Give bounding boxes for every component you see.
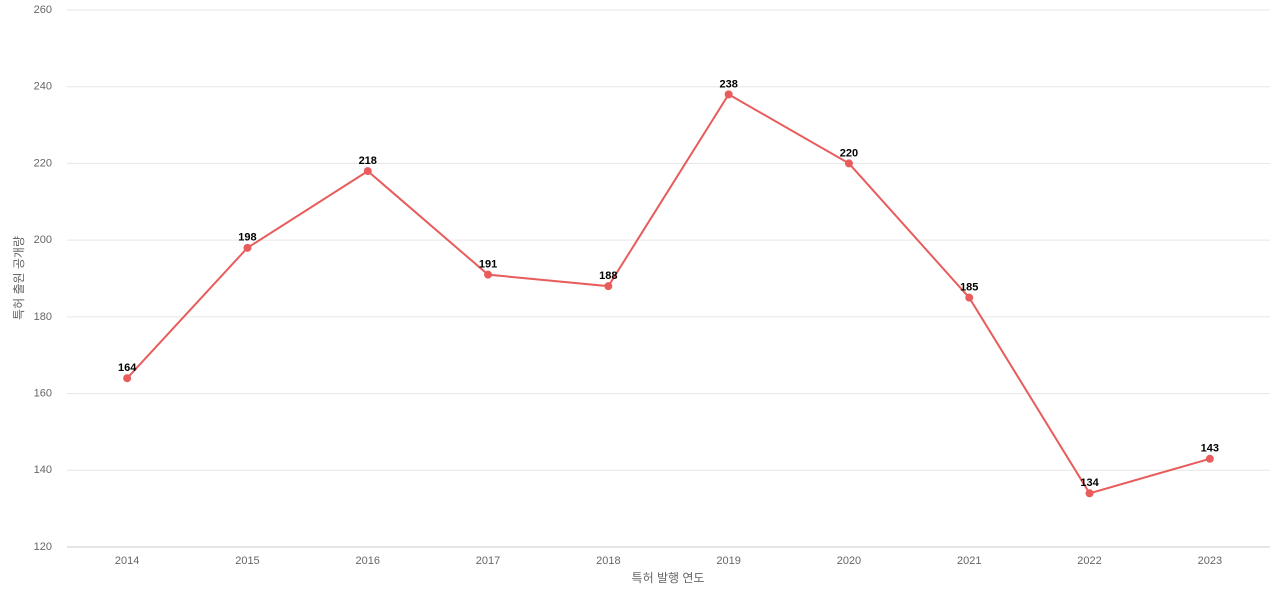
y-tick-label: 160 bbox=[34, 387, 52, 399]
y-tick-label: 260 bbox=[34, 4, 52, 16]
x-tick-label: 2019 bbox=[716, 555, 740, 567]
point bbox=[724, 90, 733, 99]
y-tick-label: 120 bbox=[34, 541, 52, 553]
data-label: 238 bbox=[719, 78, 737, 90]
x-axis-label: 특허 발행 연도 bbox=[632, 570, 705, 585]
y-tick-label: 240 bbox=[34, 81, 52, 93]
data-label: 185 bbox=[960, 282, 978, 294]
x-tick-label: 2018 bbox=[596, 555, 620, 567]
point bbox=[844, 159, 853, 168]
x-tick-label: 2015 bbox=[235, 555, 259, 567]
x-tick-label: 2016 bbox=[356, 555, 380, 567]
data-label: 191 bbox=[479, 259, 497, 271]
data-label: 143 bbox=[1201, 443, 1219, 455]
x-tick-label: 2021 bbox=[957, 555, 981, 567]
data-label: 218 bbox=[359, 155, 377, 167]
y-tick-label: 220 bbox=[34, 157, 52, 169]
point bbox=[243, 243, 252, 252]
x-tick-label: 2017 bbox=[476, 555, 500, 567]
data-label: 198 bbox=[238, 232, 256, 244]
x-tick-label: 2023 bbox=[1198, 555, 1222, 567]
data-label: 134 bbox=[1080, 477, 1099, 489]
line bbox=[126, 93, 1211, 495]
y-tick-label: 200 bbox=[34, 234, 52, 246]
y-tick-label: 180 bbox=[34, 311, 52, 323]
y-tick-label: 140 bbox=[34, 464, 52, 476]
point bbox=[123, 374, 132, 383]
point bbox=[604, 282, 613, 291]
y-axis-label: 특허 출원 공개량 bbox=[12, 236, 26, 320]
x-tick-label: 2022 bbox=[1077, 555, 1101, 567]
x-tick-label: 2014 bbox=[115, 555, 139, 567]
x-tick-label: 2020 bbox=[837, 555, 861, 567]
data-label: 220 bbox=[840, 147, 858, 159]
point bbox=[1085, 489, 1094, 498]
data-label: 188 bbox=[599, 270, 617, 282]
data-label: 164 bbox=[118, 362, 137, 374]
point bbox=[484, 270, 493, 279]
point bbox=[1205, 454, 1214, 463]
point bbox=[363, 167, 372, 176]
point bbox=[965, 293, 974, 302]
